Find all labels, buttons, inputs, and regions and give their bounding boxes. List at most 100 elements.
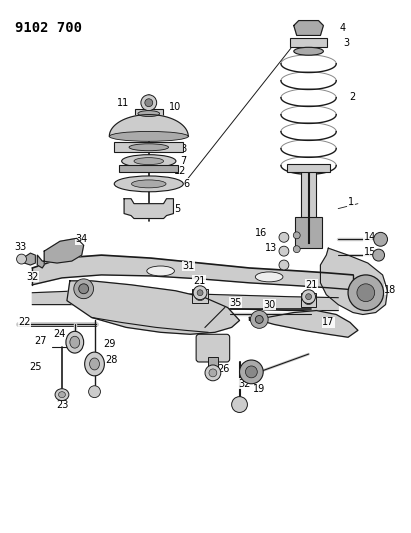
Ellipse shape — [55, 389, 69, 401]
Ellipse shape — [294, 47, 323, 55]
Polygon shape — [294, 21, 323, 35]
FancyBboxPatch shape — [301, 293, 316, 306]
Text: 6: 6 — [183, 179, 189, 189]
Text: 32: 32 — [238, 379, 251, 389]
Circle shape — [255, 316, 263, 324]
Text: 35: 35 — [229, 297, 242, 308]
Circle shape — [197, 290, 203, 296]
Polygon shape — [32, 290, 338, 311]
Text: 34: 34 — [76, 235, 88, 244]
FancyBboxPatch shape — [290, 38, 327, 47]
Polygon shape — [92, 308, 225, 332]
FancyBboxPatch shape — [295, 216, 322, 248]
Polygon shape — [321, 248, 388, 314]
Circle shape — [209, 369, 217, 377]
Circle shape — [279, 246, 289, 256]
Polygon shape — [21, 253, 35, 265]
Polygon shape — [109, 115, 188, 136]
Text: 24: 24 — [53, 329, 65, 340]
Text: 4: 4 — [339, 22, 345, 33]
FancyBboxPatch shape — [192, 289, 208, 303]
Circle shape — [279, 232, 289, 243]
Text: 21: 21 — [193, 276, 205, 286]
Circle shape — [250, 311, 268, 328]
Ellipse shape — [138, 111, 159, 117]
Polygon shape — [37, 238, 84, 268]
Circle shape — [302, 290, 316, 304]
Text: 26: 26 — [217, 364, 230, 374]
Ellipse shape — [70, 336, 80, 348]
Text: 20: 20 — [214, 335, 226, 345]
Ellipse shape — [255, 272, 283, 282]
Text: 33: 33 — [14, 242, 27, 252]
Circle shape — [232, 397, 247, 413]
Text: 14: 14 — [364, 232, 376, 243]
FancyBboxPatch shape — [287, 164, 330, 172]
Text: 32: 32 — [26, 272, 39, 282]
Text: 9102 700: 9102 700 — [15, 21, 82, 35]
FancyBboxPatch shape — [135, 109, 163, 118]
Text: 18: 18 — [384, 285, 397, 295]
Circle shape — [306, 294, 312, 300]
Circle shape — [293, 232, 300, 239]
Text: 29: 29 — [103, 339, 115, 349]
Circle shape — [293, 246, 300, 253]
Text: 2: 2 — [349, 92, 355, 102]
Circle shape — [304, 295, 314, 304]
Circle shape — [74, 279, 94, 298]
Circle shape — [245, 366, 257, 378]
Circle shape — [240, 360, 263, 384]
Circle shape — [205, 365, 221, 381]
Ellipse shape — [122, 155, 176, 167]
Text: 28: 28 — [105, 355, 118, 365]
Ellipse shape — [132, 180, 166, 188]
Text: 15: 15 — [364, 247, 376, 257]
Text: 7: 7 — [180, 156, 187, 166]
Text: 12: 12 — [174, 166, 187, 176]
Ellipse shape — [85, 352, 104, 376]
Text: 9: 9 — [179, 131, 185, 141]
Circle shape — [79, 284, 89, 294]
Text: 13: 13 — [265, 243, 277, 253]
Text: 16: 16 — [255, 228, 268, 238]
Ellipse shape — [109, 132, 188, 141]
Text: 30: 30 — [263, 300, 275, 310]
Circle shape — [195, 290, 205, 301]
Circle shape — [141, 95, 157, 111]
Polygon shape — [249, 311, 358, 337]
Ellipse shape — [129, 144, 169, 151]
FancyBboxPatch shape — [301, 169, 316, 223]
FancyBboxPatch shape — [114, 142, 183, 152]
Text: 31: 31 — [182, 261, 194, 271]
Text: 21: 21 — [305, 280, 318, 290]
Circle shape — [357, 284, 375, 302]
Circle shape — [374, 232, 388, 246]
Text: 5: 5 — [174, 204, 180, 214]
Ellipse shape — [114, 176, 183, 192]
Text: 19: 19 — [253, 384, 266, 394]
Text: 25: 25 — [29, 362, 42, 372]
Text: 10: 10 — [169, 102, 182, 112]
FancyBboxPatch shape — [196, 334, 230, 362]
Ellipse shape — [147, 266, 174, 276]
Ellipse shape — [66, 332, 84, 353]
Circle shape — [16, 254, 26, 264]
Circle shape — [89, 386, 100, 398]
Polygon shape — [32, 255, 353, 290]
Circle shape — [348, 275, 383, 311]
Ellipse shape — [58, 392, 65, 398]
Text: 17: 17 — [322, 318, 335, 327]
Circle shape — [373, 249, 385, 261]
Text: 3: 3 — [343, 38, 349, 49]
Text: 23: 23 — [56, 400, 68, 409]
FancyBboxPatch shape — [208, 357, 218, 369]
Ellipse shape — [90, 358, 99, 370]
Circle shape — [279, 260, 289, 270]
Text: 11: 11 — [117, 98, 129, 108]
Polygon shape — [67, 281, 240, 334]
Text: 8: 8 — [180, 144, 186, 154]
Circle shape — [193, 286, 207, 300]
Text: 27: 27 — [34, 336, 46, 346]
Polygon shape — [124, 199, 173, 219]
Text: 1: 1 — [348, 197, 354, 207]
